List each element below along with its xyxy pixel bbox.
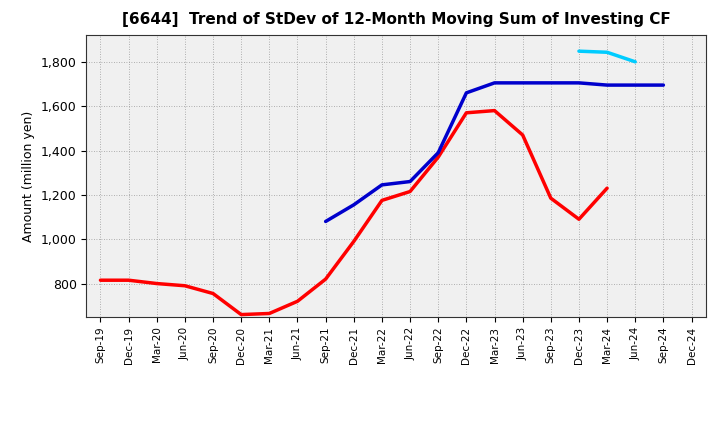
Title: [6644]  Trend of StDev of 12-Month Moving Sum of Investing CF: [6644] Trend of StDev of 12-Month Moving… — [122, 12, 670, 27]
Legend: 3 Years, 5 Years, 7 Years, 10 Years: 3 Years, 5 Years, 7 Years, 10 Years — [186, 434, 606, 440]
Y-axis label: Amount (million yen): Amount (million yen) — [22, 110, 35, 242]
